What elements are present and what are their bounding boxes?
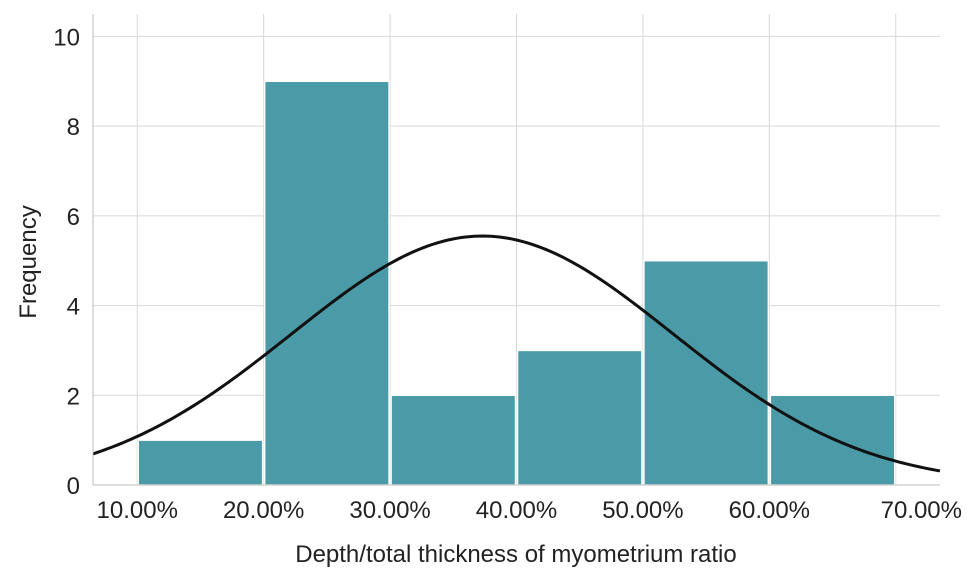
x-axis-title: Depth/total thickness of myometrium rati… xyxy=(295,541,737,568)
y-tick-label: 10 xyxy=(53,24,80,51)
x-tick-label: 50.00% xyxy=(602,497,683,524)
x-tick-label: 60.00% xyxy=(729,497,810,524)
histogram-bar xyxy=(516,349,643,486)
histogram-bar xyxy=(643,259,770,486)
x-axis-ticks: 10.00% 20.00% 30.00% 40.00% 50.00% 60.00% 70.0… xyxy=(97,497,962,524)
y-tick-label: 4 xyxy=(67,294,80,321)
plot-frame xyxy=(92,14,940,486)
x-tick-label: 40.00% xyxy=(476,497,557,524)
y-axis-ticks: 0 2 4 6 8 10 xyxy=(53,24,80,500)
histogram-bars xyxy=(137,80,896,486)
histogram-bar xyxy=(263,80,390,486)
y-tick-label: 6 xyxy=(67,204,80,231)
x-tick-label: 20.00% xyxy=(223,497,304,524)
y-tick-label: 0 xyxy=(67,473,80,500)
histogram-bar xyxy=(390,394,517,486)
x-tick-label: 10.00% xyxy=(97,497,178,524)
grid-lines xyxy=(93,14,940,485)
y-tick-label: 8 xyxy=(67,114,80,141)
normal-distribution-curve xyxy=(92,234,941,473)
y-axis-title: Frequency xyxy=(15,205,42,318)
histogram-bar xyxy=(137,439,264,486)
x-tick-label: 30.00% xyxy=(349,497,430,524)
y-tick-label: 2 xyxy=(67,383,80,410)
x-tick-label: 70.00% xyxy=(881,497,962,524)
